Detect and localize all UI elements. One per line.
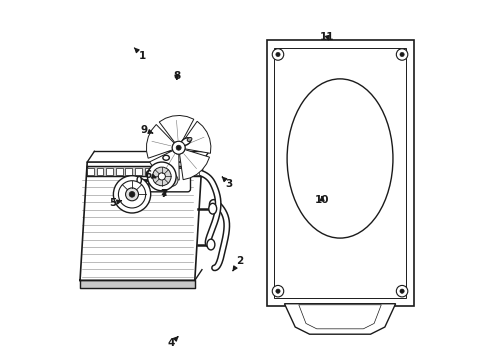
Circle shape (125, 188, 139, 201)
Circle shape (147, 162, 176, 191)
Circle shape (272, 49, 284, 60)
Circle shape (396, 285, 408, 297)
Text: 10: 10 (315, 195, 329, 205)
Ellipse shape (207, 239, 215, 250)
Bar (125, 168, 132, 175)
Text: 7: 7 (161, 189, 168, 199)
Circle shape (400, 289, 404, 293)
Circle shape (176, 145, 181, 150)
Bar (97, 168, 103, 175)
Circle shape (129, 192, 135, 197)
Bar (145, 168, 151, 175)
Circle shape (158, 173, 166, 180)
Polygon shape (159, 116, 194, 143)
Circle shape (172, 141, 185, 154)
Circle shape (119, 181, 146, 208)
Bar (267, 40, 414, 306)
Circle shape (152, 167, 171, 186)
Polygon shape (87, 166, 202, 176)
Bar (164, 168, 171, 175)
Bar (274, 48, 406, 298)
Circle shape (113, 176, 151, 213)
Text: 11: 11 (320, 32, 335, 41)
Circle shape (276, 52, 280, 57)
Circle shape (165, 174, 178, 186)
Polygon shape (182, 121, 211, 153)
Text: 3: 3 (222, 177, 232, 189)
FancyBboxPatch shape (149, 168, 191, 192)
Text: 6: 6 (145, 170, 156, 180)
Circle shape (400, 52, 404, 57)
Polygon shape (285, 304, 395, 334)
Ellipse shape (209, 203, 217, 214)
Bar (106, 168, 113, 175)
Ellipse shape (187, 138, 192, 141)
Polygon shape (179, 150, 210, 180)
Circle shape (276, 289, 280, 293)
Text: 8: 8 (173, 71, 180, 81)
Polygon shape (149, 150, 179, 180)
Bar (193, 168, 199, 175)
Polygon shape (147, 125, 174, 158)
Bar (183, 168, 190, 175)
Bar (87, 168, 94, 175)
Text: 1: 1 (134, 48, 147, 61)
Bar (116, 168, 122, 175)
Bar (135, 168, 142, 175)
Ellipse shape (163, 155, 170, 160)
Circle shape (396, 49, 408, 60)
Bar (154, 168, 161, 175)
Polygon shape (80, 280, 195, 288)
Text: 2: 2 (233, 256, 243, 271)
Ellipse shape (181, 138, 191, 145)
Ellipse shape (137, 176, 141, 184)
Circle shape (272, 285, 284, 297)
Bar (173, 168, 180, 175)
Text: 5: 5 (109, 198, 122, 208)
Text: 4: 4 (168, 337, 178, 348)
Text: 9: 9 (140, 125, 153, 135)
